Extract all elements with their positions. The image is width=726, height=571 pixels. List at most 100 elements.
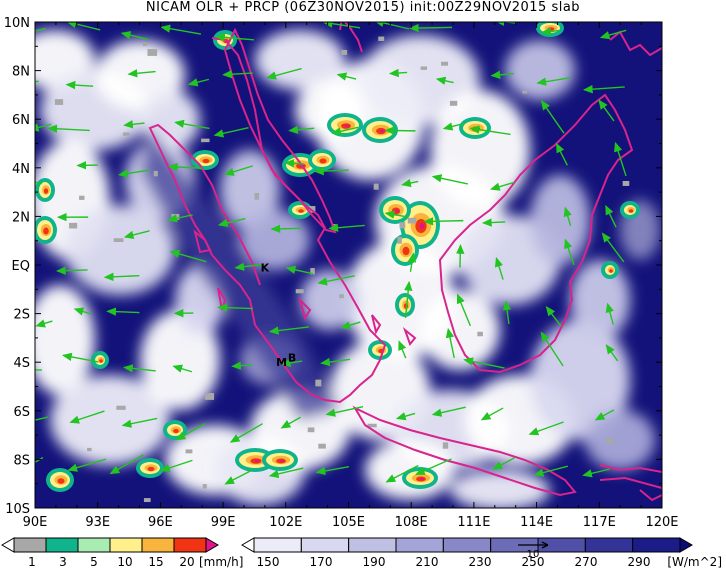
wind-vector xyxy=(159,459,193,472)
wind-vector xyxy=(174,119,210,130)
axis-ticks xyxy=(34,21,663,509)
light-rain-speck xyxy=(420,66,428,70)
colorbar-cell xyxy=(141,537,175,553)
wind-vector xyxy=(445,327,455,359)
wind-vector xyxy=(401,178,419,188)
lon-label: 117E xyxy=(583,515,616,530)
light-rain-speck xyxy=(315,379,322,387)
lat-label: 10S xyxy=(5,502,30,517)
wind-vector xyxy=(268,467,304,478)
wind-vector xyxy=(234,262,262,271)
light-rain-speck xyxy=(449,100,458,106)
wind-vector xyxy=(502,300,512,325)
olr-cb-unit: [W/m^2] xyxy=(667,555,722,569)
colorbar-cell xyxy=(395,537,444,553)
lat-label: 2S xyxy=(13,308,30,323)
lat-label: 8N xyxy=(12,65,30,80)
wind-vector xyxy=(280,416,301,429)
precip-cell xyxy=(35,216,57,244)
wind-vector xyxy=(120,31,149,41)
precip-cell xyxy=(601,261,619,279)
olr-cb-label: 270 xyxy=(575,555,598,569)
light-rain-speck xyxy=(143,498,151,503)
olr-cloud xyxy=(530,175,590,265)
wind-vector xyxy=(463,357,505,369)
wind-vector xyxy=(325,405,364,417)
lat-label: 10N xyxy=(4,16,30,31)
lon-label: 102E xyxy=(269,515,302,530)
wind-vector xyxy=(280,358,303,367)
colorbar-cell xyxy=(584,537,634,553)
wind-vector xyxy=(167,162,203,172)
place-markers: K M B xyxy=(261,261,297,369)
precip-cell xyxy=(395,293,415,317)
precip-cb-label: 20 xyxy=(179,555,194,569)
light-rain-speck xyxy=(202,484,207,489)
olr-cloud xyxy=(585,410,655,470)
light-rain-speck xyxy=(477,331,483,337)
wind-vector xyxy=(456,293,472,327)
lat-label: 4S xyxy=(13,356,30,371)
colorbar-cell xyxy=(679,537,693,553)
olr-cb-label: 290 xyxy=(628,555,651,569)
precip-cell xyxy=(620,201,640,219)
colorbar-cell xyxy=(205,537,219,553)
light-rain-speck xyxy=(113,238,124,242)
wind-vector xyxy=(605,302,614,325)
wind-vector xyxy=(270,224,302,234)
wind-vector xyxy=(490,70,514,80)
light-rain-speck xyxy=(79,195,85,200)
wind-vector xyxy=(222,70,253,79)
page-title: NICAM OLR + PRCP (06Z30NOV2015) init:00Z… xyxy=(145,0,581,15)
light-rain-speck xyxy=(69,222,78,229)
lon-label: 105E xyxy=(332,515,365,530)
wind-vector xyxy=(106,307,140,316)
wind-vector xyxy=(229,423,263,443)
lon-label: 90E xyxy=(23,515,48,530)
wind-vector xyxy=(61,352,99,363)
precip-colorbar: 1 3 5 10 15 20 [mm/h] xyxy=(1,537,243,569)
wind-vector xyxy=(594,409,615,421)
colorbar-cell xyxy=(109,537,143,553)
wind-vector xyxy=(336,72,357,81)
precip-cell xyxy=(91,351,109,369)
wind-vector xyxy=(331,126,359,136)
precip-cell xyxy=(391,234,419,266)
wind-vector xyxy=(47,124,90,133)
colorbar-cell xyxy=(45,537,79,553)
light-rain-speck xyxy=(122,132,130,136)
wind-vector xyxy=(175,422,206,441)
precip-cell xyxy=(191,150,219,170)
wind-vector xyxy=(213,127,249,138)
olr-cb-label: 170 xyxy=(310,555,333,569)
olr-cloud xyxy=(530,320,630,440)
wind-vector xyxy=(322,22,361,29)
wind-vector xyxy=(315,465,350,476)
wind-vector xyxy=(404,280,413,319)
wind-vector xyxy=(121,417,158,428)
lat-label: 8S xyxy=(13,453,30,468)
colorbar-cell xyxy=(241,537,255,553)
precip-cb-label: 3 xyxy=(59,555,67,569)
wind-vector xyxy=(313,166,349,176)
precip-cell xyxy=(136,458,164,478)
precip-cell xyxy=(402,467,438,489)
light-rain-speck xyxy=(399,222,406,229)
wind-vector xyxy=(65,80,94,90)
olr-colorbar: 150 170 190 210 230 250 270 290 [W/m^2] … xyxy=(241,537,722,569)
lon-label: 96E xyxy=(148,515,173,530)
wind-vector xyxy=(385,464,419,483)
wind-vector xyxy=(224,165,254,176)
light-rain-speck xyxy=(339,294,344,299)
wind-vector xyxy=(431,174,468,185)
wind-vector xyxy=(494,256,504,280)
wind-vector xyxy=(302,22,304,23)
longitude-axis: 90E 93E 96E 99E 102E 105E 108E 111E 114E… xyxy=(23,515,679,530)
wind-vector xyxy=(601,232,625,263)
light-rain-speck xyxy=(622,180,630,186)
wind-vector xyxy=(35,416,48,421)
wind-vector xyxy=(480,407,504,421)
wind-vector xyxy=(328,223,365,232)
colorbar-cell xyxy=(300,537,350,553)
wind-vector xyxy=(217,303,253,312)
